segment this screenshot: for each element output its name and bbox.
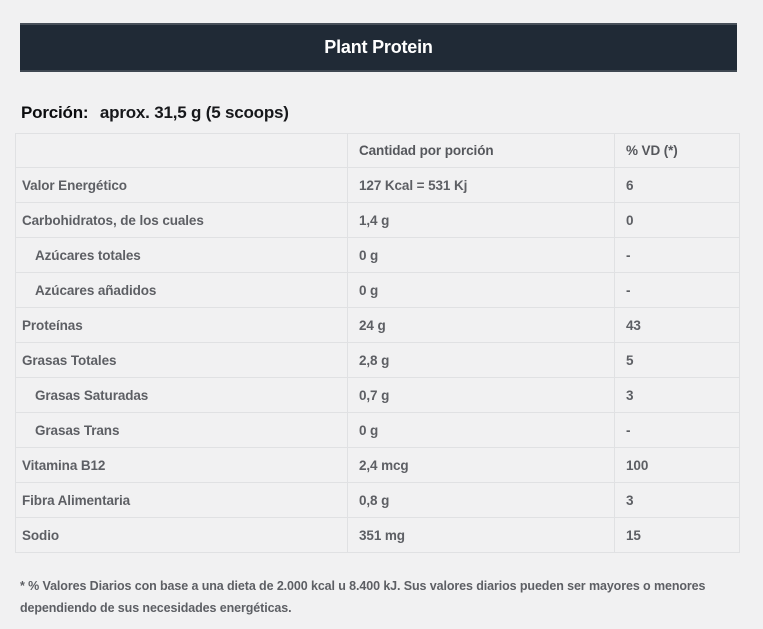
column-header-nutrient bbox=[15, 133, 348, 168]
nutrient-name: Azúcares añadidos bbox=[15, 272, 348, 308]
nutrient-amount: 0,8 g bbox=[347, 482, 615, 518]
nutrient-name: Fibra Alimentaria bbox=[15, 482, 348, 518]
nutrient-daily-value: - bbox=[614, 412, 740, 448]
nutrient-name: Proteínas bbox=[15, 307, 348, 343]
nutrient-daily-value: 43 bbox=[614, 307, 740, 343]
table-row: Fibra Alimentaria 0,8 g 3 bbox=[15, 482, 740, 518]
nutrient-amount: 127 Kcal = 531 Kj bbox=[347, 167, 615, 203]
table-row: Grasas Trans 0 g - bbox=[15, 412, 740, 448]
table-row: Azúcares añadidos 0 g - bbox=[15, 272, 740, 308]
table-row: Vitamina B12 2,4 mcg 100 bbox=[15, 447, 740, 483]
nutrient-daily-value: 3 bbox=[614, 482, 740, 518]
serving-size-label: Porción: bbox=[21, 103, 89, 122]
nutrient-name: Grasas Totales bbox=[15, 342, 348, 378]
table-row: Grasas Totales 2,8 g 5 bbox=[15, 342, 740, 378]
nutrition-facts-table: Cantidad por porción % VD (*) Valor Ener… bbox=[15, 133, 740, 553]
table-row: Proteínas 24 g 43 bbox=[15, 307, 740, 343]
nutrient-name: Sodio bbox=[15, 517, 348, 553]
nutrient-amount: 2,8 g bbox=[347, 342, 615, 378]
nutrient-daily-value: 5 bbox=[614, 342, 740, 378]
nutrient-daily-value: 100 bbox=[614, 447, 740, 483]
nutrient-name: Carbohidratos, de los cuales bbox=[15, 202, 348, 238]
product-title: Plant Protein bbox=[324, 37, 433, 57]
nutrient-name: Valor Energético bbox=[15, 167, 348, 203]
nutrient-amount: 0 g bbox=[347, 412, 615, 448]
nutrient-amount: 1,4 g bbox=[347, 202, 615, 238]
nutrient-daily-value: 0 bbox=[614, 202, 740, 238]
column-header-amount: Cantidad por porción bbox=[347, 133, 615, 168]
nutrient-daily-value: - bbox=[614, 237, 740, 273]
nutrient-amount: 24 g bbox=[347, 307, 615, 343]
table-row: Grasas Saturadas 0,7 g 3 bbox=[15, 377, 740, 413]
nutrient-daily-value: 3 bbox=[614, 377, 740, 413]
table-row: Valor Energético 127 Kcal = 531 Kj 6 bbox=[15, 167, 740, 203]
table-row: Azúcares totales 0 g - bbox=[15, 237, 740, 273]
serving-size-line: Porción: aprox. 31,5 g (5 scoops) bbox=[21, 103, 289, 123]
nutrient-amount: 2,4 mcg bbox=[347, 447, 615, 483]
nutrient-amount: 0 g bbox=[347, 272, 615, 308]
nutrient-amount: 0 g bbox=[347, 237, 615, 273]
serving-size-value: aprox. 31,5 g (5 scoops) bbox=[99, 103, 289, 122]
table-row: Sodio 351 mg 15 bbox=[15, 517, 740, 553]
nutrient-daily-value: - bbox=[614, 272, 740, 308]
nutrient-name: Azúcares totales bbox=[15, 237, 348, 273]
table-header-row: Cantidad por porción % VD (*) bbox=[15, 133, 740, 168]
table-row: Carbohidratos, de los cuales 1,4 g 0 bbox=[15, 202, 740, 238]
product-title-bar: Plant Protein bbox=[20, 23, 737, 72]
nutrient-daily-value: 6 bbox=[614, 167, 740, 203]
nutrient-amount: 351 mg bbox=[347, 517, 615, 553]
nutrient-name: Vitamina B12 bbox=[15, 447, 348, 483]
daily-values-footnote: * % Valores Diarios con base a una dieta… bbox=[20, 579, 706, 615]
nutrient-daily-value: 15 bbox=[614, 517, 740, 553]
nutrient-name: Grasas Saturadas bbox=[15, 377, 348, 413]
column-header-daily-value: % VD (*) bbox=[614, 133, 740, 168]
nutrient-amount: 0,7 g bbox=[347, 377, 615, 413]
nutrient-name: Grasas Trans bbox=[15, 412, 348, 448]
